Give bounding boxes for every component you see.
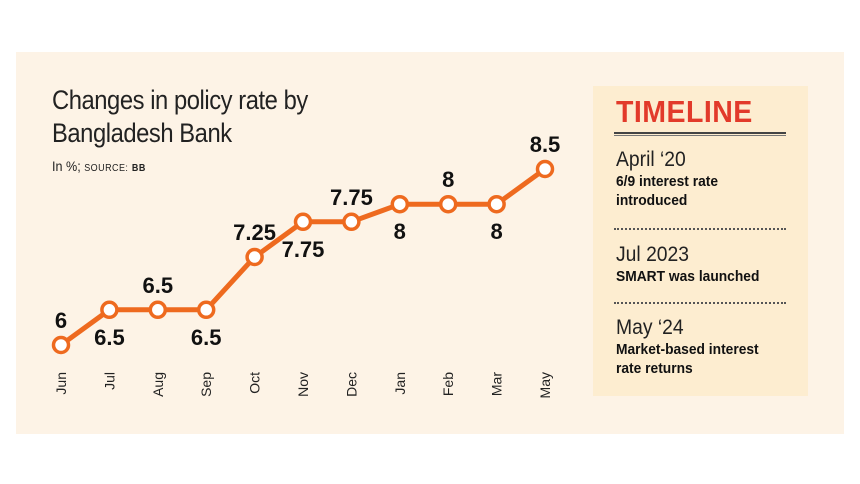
data-label: 6.5 — [191, 325, 222, 350]
data-point-may — [535, 159, 555, 179]
timeline-rule — [614, 132, 786, 134]
data-label: 8 — [490, 219, 502, 244]
data-label: 8 — [442, 167, 454, 192]
x-tick-label: Oct — [247, 372, 263, 394]
timeline-date: Jul 2023 — [616, 243, 690, 266]
data-label: 6 — [55, 308, 67, 333]
data-label: 7.75 — [330, 185, 373, 210]
x-tick-label: Jun — [53, 372, 69, 395]
data-label: 8 — [394, 219, 406, 244]
x-tick-label: Mar — [489, 372, 505, 396]
timeline-text: SMART was launched — [616, 268, 760, 285]
data-point-jul — [100, 300, 119, 320]
timeline-rule-thin — [614, 135, 786, 136]
data-label: 6.5 — [143, 273, 174, 298]
data-point-nov — [293, 212, 313, 232]
data-point-dec — [342, 212, 361, 232]
timeline-text: Market-based interest — [616, 341, 759, 358]
timeline-text: introduced — [616, 192, 688, 209]
timeline-text: rate returns — [616, 360, 693, 377]
data-label: 8.5 — [530, 132, 561, 157]
source-name: BB — [131, 163, 146, 174]
timeline-divider — [614, 228, 786, 230]
source-label: SOURCE: — [84, 163, 129, 174]
data-point-feb — [438, 194, 458, 214]
x-tick-label: Sep — [198, 372, 214, 397]
data-label: 7.75 — [282, 237, 325, 262]
chart-title-line-1: Changes in policy rate by — [52, 85, 308, 115]
chart-title: Changes in policy rate by Bangladesh Ban… — [52, 84, 342, 150]
timeline-title: TIMELINE — [616, 94, 753, 129]
chart-title-line-2: Bangladesh Bank — [52, 118, 232, 148]
data-label: 6.5 — [94, 325, 125, 350]
x-tick-label: Dec — [343, 372, 359, 397]
timeline-panel — [593, 86, 808, 396]
x-tick-label: Aug — [150, 372, 166, 397]
x-tick-label: Feb — [440, 372, 456, 396]
data-point-jan — [390, 194, 410, 214]
timeline-item-2: Jul 2023 SMART was launched — [616, 243, 782, 286]
data-label: 7.25 — [233, 220, 276, 245]
data-point-sep — [196, 300, 216, 320]
data-point-oct — [245, 247, 264, 267]
data-point-mar — [487, 194, 506, 214]
data-point-jun — [51, 335, 71, 355]
x-tick-label: Nov — [295, 372, 311, 397]
timeline-date: April ‘20 — [616, 148, 686, 171]
timeline-item-3: May ‘24 Market-based interest rate retur… — [616, 316, 782, 378]
x-tick-label: Jul — [101, 372, 117, 390]
timeline-date: May ‘24 — [616, 316, 684, 339]
unit-label: In %; — [52, 158, 81, 174]
chart-subtitle: In %; SOURCE: BB — [52, 158, 146, 174]
timeline-text: 6/9 interest rate — [616, 173, 719, 190]
data-point-aug — [148, 300, 168, 320]
timeline-item-1: April ‘20 6/9 interest rate introduced — [616, 148, 782, 210]
x-tick-label: May — [537, 372, 553, 398]
x-tick-label: Jan — [392, 372, 408, 395]
timeline-divider — [614, 302, 786, 304]
